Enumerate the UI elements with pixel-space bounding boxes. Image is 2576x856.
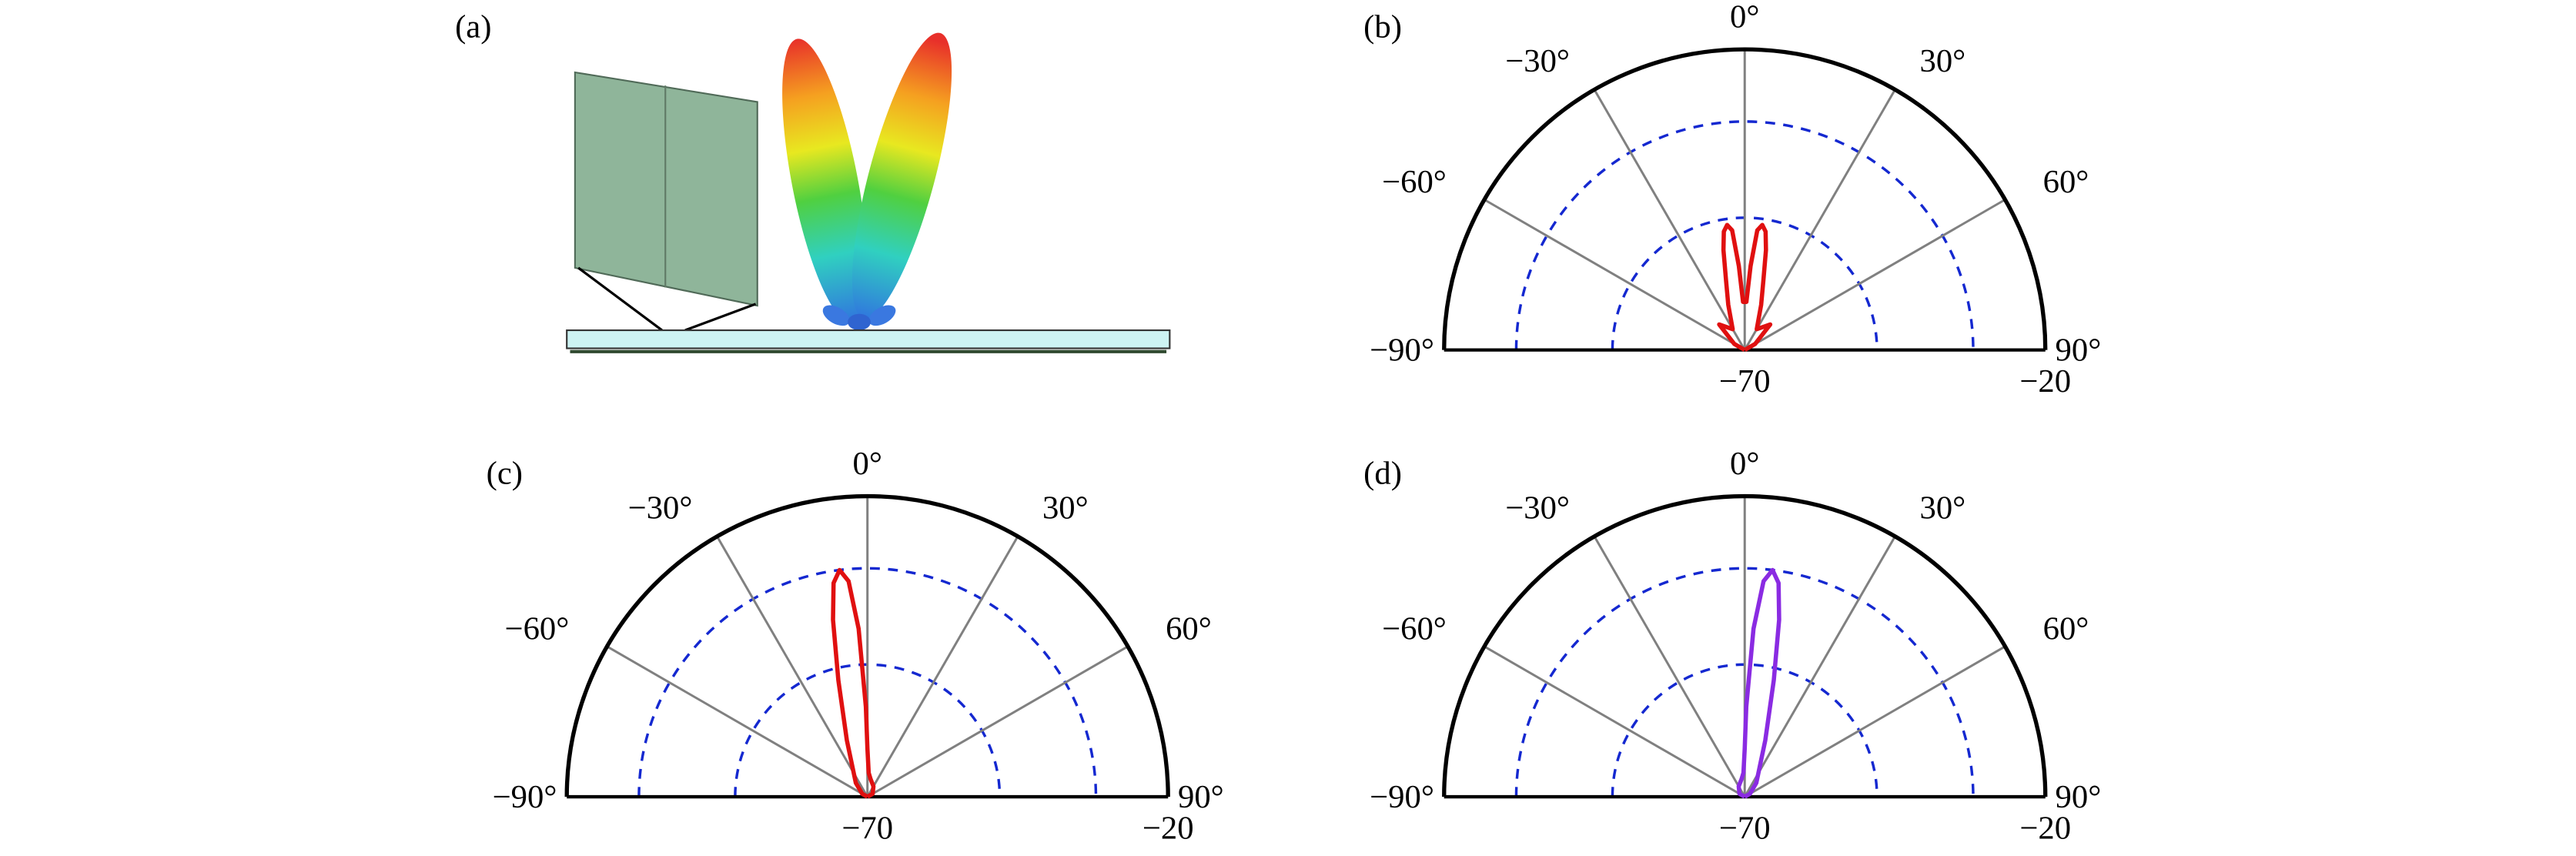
side-lobe — [868, 305, 896, 326]
angle-label: −30° — [1505, 43, 1570, 79]
radial-grid — [1514, 120, 1975, 350]
spoke — [1484, 199, 1745, 351]
angle-label: 60° — [1166, 610, 1212, 647]
radial-tick-label: −20 — [2019, 811, 2071, 847]
angle-label: −60° — [1382, 164, 1447, 200]
angle-label: 90° — [2056, 779, 2102, 815]
panel-label: (d) — [1363, 456, 1402, 492]
panel-label: (c) — [487, 456, 523, 492]
angle-label: −90° — [493, 779, 557, 815]
spoke — [1593, 536, 1746, 797]
illustration: (a) — [455, 8, 1171, 353]
radial-tick-label: −20 — [1142, 811, 1194, 847]
panel-label: (a) — [455, 8, 491, 45]
pattern-line — [831, 567, 876, 799]
pattern-line — [1736, 567, 1781, 799]
angle-label: −60° — [1382, 610, 1447, 647]
angle-label: 30° — [1919, 490, 1965, 526]
angle-label: 0° — [853, 446, 882, 482]
spoke — [1484, 645, 1745, 798]
angle-label: 60° — [2043, 610, 2089, 647]
ground-plane — [566, 329, 1171, 349]
angle-label: 30° — [1042, 490, 1089, 526]
spoke — [716, 536, 869, 797]
angle-label: −30° — [1505, 490, 1570, 526]
radial-grid — [1514, 567, 1975, 797]
angle-label: −60° — [505, 610, 570, 647]
radial-tick-label: −70 — [1719, 811, 1771, 847]
rim — [1442, 47, 2048, 350]
radial-tick-label: −20 — [2019, 363, 2071, 400]
rim — [1442, 493, 2048, 797]
polar-chart: (b) −90° −60° −30° 0° 30° 60° 90° −70 −20 — [1363, 0, 2101, 400]
beam-lobe — [782, 38, 868, 323]
spoke — [866, 645, 1129, 798]
spoke — [1593, 89, 1746, 351]
spoke — [1743, 536, 1896, 797]
angle-label: 90° — [2056, 333, 2102, 369]
radial-tick-label: −70 — [1719, 363, 1771, 400]
spoke — [866, 536, 1019, 797]
rim — [564, 493, 1170, 797]
angle-label: −30° — [628, 490, 693, 526]
beam-lobe — [851, 32, 952, 319]
radial-tick-label: −70 — [841, 811, 893, 847]
support — [684, 303, 757, 332]
angle-label: 90° — [1178, 779, 1224, 815]
angle-label: −90° — [1370, 333, 1434, 369]
spoke — [606, 645, 868, 798]
side-lobe — [822, 305, 850, 326]
spoke — [1743, 89, 1896, 351]
angle-label: 0° — [1730, 0, 1759, 35]
panel-label: (b) — [1363, 8, 1402, 45]
polar-chart: (c) −90° −60° −30° 0° 30° 60° 90° −70 −20 — [487, 446, 1224, 847]
angle-label: −90° — [1370, 779, 1434, 815]
pattern-line — [1717, 222, 1773, 353]
angle-label: 60° — [2043, 164, 2089, 200]
side-lobe — [848, 313, 871, 331]
spoke — [1744, 199, 2006, 351]
polar-chart: (d) −90° −60° −30° 0° 30° 60° 90° −70 −20 — [1363, 446, 2101, 847]
angle-label: 0° — [1730, 446, 1759, 482]
angle-label: 30° — [1919, 43, 1965, 79]
spoke — [1744, 645, 2006, 798]
radial-grid — [637, 567, 1098, 797]
support — [577, 266, 663, 332]
